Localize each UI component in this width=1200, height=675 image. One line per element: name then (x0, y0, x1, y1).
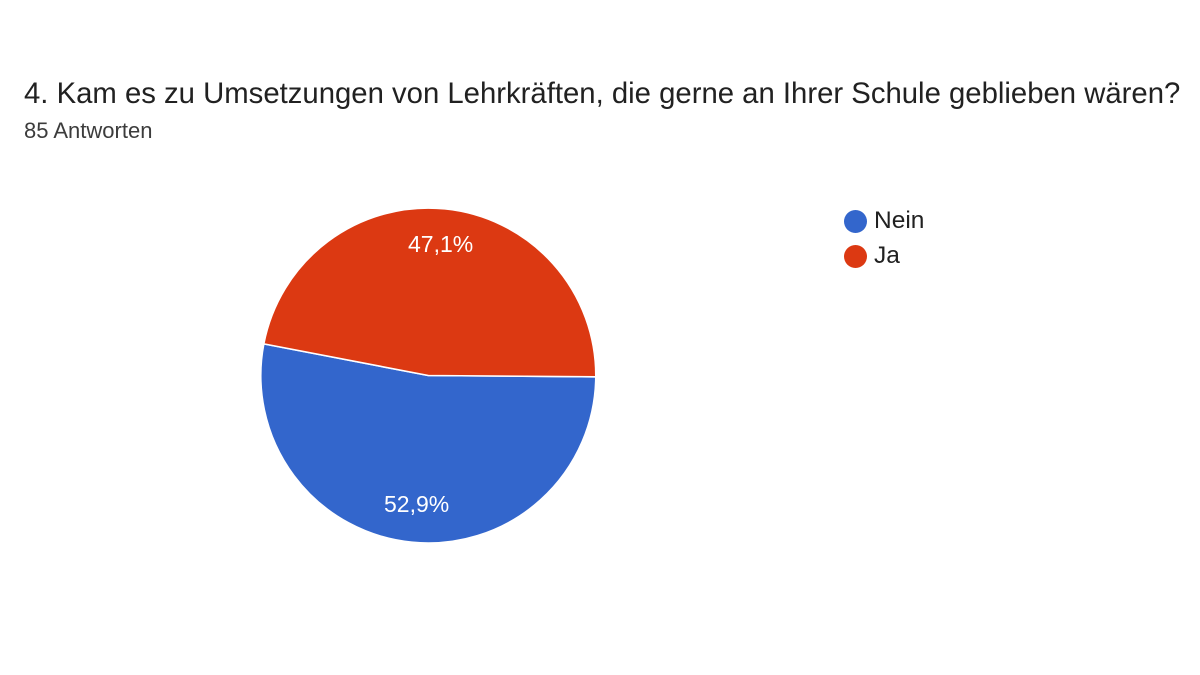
svg-text:52,9%: 52,9% (384, 491, 449, 517)
svg-text:47,1%: 47,1% (408, 231, 473, 257)
